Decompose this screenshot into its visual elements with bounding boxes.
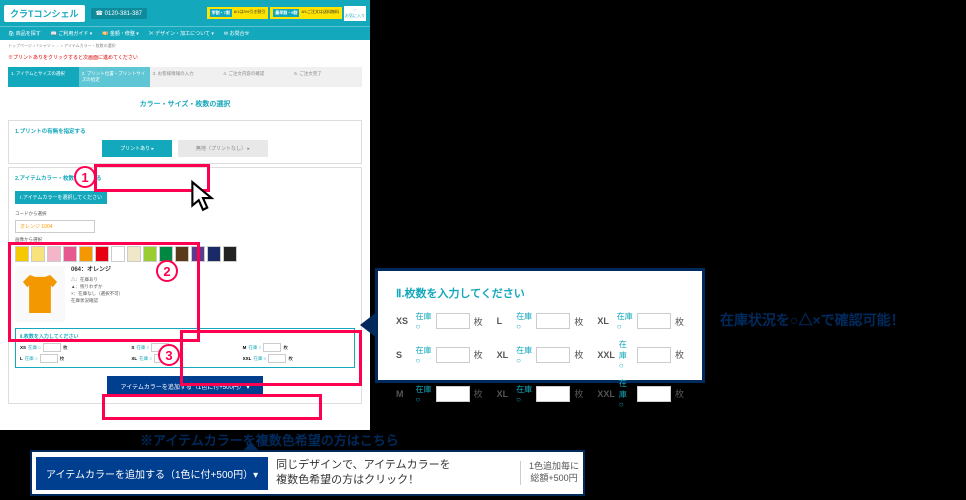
phone-badge: ☎ 0120-381-387 xyxy=(91,8,148,19)
product-preview: 064：オレンジ △：在庫あり ▲：残りわずか ×：在庫なし（選択不可） 在庫状… xyxy=(15,266,355,322)
nav-price[interactable]: 💴 金額・修整 ▾ xyxy=(102,30,139,37)
nav-guide[interactable]: 📖 ご利用ガイド ▾ xyxy=(51,30,93,37)
callout-arrow-icon xyxy=(360,311,378,339)
color-code-select[interactable]: オレンジ 1004 xyxy=(15,220,95,233)
qty-input[interactable] xyxy=(43,343,61,352)
color-swatch[interactable] xyxy=(63,246,77,262)
qty-cell: M 在庫 ○ 枚 xyxy=(243,343,350,352)
callout-qty-cell: XL在庫 ○枚 xyxy=(497,339,584,370)
qty-cell: XL 在庫 ○ 枚 xyxy=(131,354,238,363)
color-qty-box: 2.アイテムカラー・枚数を入力する Ⅰ.アイテムカラーを選択してください コード… xyxy=(8,167,362,404)
color-swatch[interactable] xyxy=(175,246,189,262)
favorites-button[interactable]: ♡お気に入り xyxy=(344,6,366,21)
callout-qty-zoom: Ⅱ.枚数を入力してください XS在庫 ○枚 L在庫 ○枚 XL在庫 ○枚 S在庫 ○枚… xyxy=(375,268,705,383)
qty-cell: XS 在庫 ○ 枚 xyxy=(20,343,127,352)
callout-qty-input[interactable] xyxy=(536,313,570,329)
color-swatch[interactable] xyxy=(47,246,61,262)
wizard-steps: 1. アイテムとサイズの選択 2. プリント位置・プリントサイズの指定 3. お… xyxy=(0,63,370,91)
product-info: 064：オレンジ △：在庫あり ▲：残りわずか ×：在庫なし（選択不可） 在庫状… xyxy=(71,266,123,322)
annotation-circle-1: 1 xyxy=(74,166,96,188)
header: クラTコンシェル ☎ 0120-381-387 学割・7割8/1は3%引き割引 … xyxy=(0,0,370,26)
callout-qty-input[interactable] xyxy=(536,347,570,363)
callout2-arrow-icon xyxy=(242,442,260,452)
logo[interactable]: クラTコンシェル xyxy=(4,5,85,22)
visual-select-label: 画像から選択 xyxy=(15,237,355,243)
promo-badges: 学割・7割8/1は3%引き割引 最早割・9割8/1ご注文は送料無料 xyxy=(207,7,342,19)
color-swatch[interactable] xyxy=(111,246,125,262)
step-1[interactable]: 1. アイテムとサイズの選択 xyxy=(8,67,79,87)
nav-design[interactable]: ✂ デザイン・加工について ▾ xyxy=(149,30,214,37)
section-title: カラー・サイズ・枚数の選択 xyxy=(0,91,370,117)
callout-qty-cell: XL在庫 ○枚 xyxy=(597,311,684,331)
callout-qty-input[interactable] xyxy=(536,386,570,402)
nav-products[interactable]: 🛍 商品を探す xyxy=(8,30,41,37)
add-color-button[interactable]: アイテムカラーを追加する（1色に付+500円） ▾ xyxy=(107,376,264,397)
callout-qty-cell: L在庫 ○枚 xyxy=(497,311,584,331)
nav-contact[interactable]: ✉ お問合せ xyxy=(224,30,250,37)
color-swatch[interactable] xyxy=(79,246,93,262)
color-swatch[interactable] xyxy=(143,246,157,262)
callout-qty-input[interactable] xyxy=(637,386,671,402)
tshirt-icon xyxy=(23,275,57,313)
callout-add-color: アイテムカラーを追加する（1色に付+500円）▾ 同じデザインで、アイテムカラー… xyxy=(30,450,585,496)
print-yes-button[interactable]: プリントあり ▸ xyxy=(102,140,172,157)
sub-color-heading: Ⅰ.アイテムカラーを選択してください xyxy=(15,191,107,204)
qty-cell: XXL 在庫 ○ 枚 xyxy=(243,354,350,363)
qty-input[interactable] xyxy=(268,354,286,363)
qty-cell: L 在庫 ○ 枚 xyxy=(20,354,127,363)
annotation-circle-3: 3 xyxy=(158,344,180,366)
callout-qty-input[interactable] xyxy=(637,313,671,329)
callout2-text: 同じデザインで、アイテムカラーを複数色希望の方はクリック！ xyxy=(276,458,520,488)
global-nav: 🛍 商品を探す 📖 ご利用ガイド ▾ 💴 金額・修整 ▾ ✂ デザイン・加工につ… xyxy=(0,26,370,40)
step-5[interactable]: 5. ご注文完了 xyxy=(291,67,362,87)
badge-2: 最早割・9割8/1ご注文は送料無料 xyxy=(270,7,342,19)
qty-cell: S 在庫 ○ 枚 xyxy=(131,343,238,352)
callout1-grid: XS在庫 ○枚 L在庫 ○枚 XL在庫 ○枚 S在庫 ○枚 XL在庫 ○枚 XXL在庫 ○… xyxy=(396,311,684,409)
qty-box: Ⅱ.枚数を入力してください XS 在庫 ○ 枚 S 在庫 ○ 枚 M 在庫 ○ 枚 L… xyxy=(15,328,355,368)
callout-qty-cell: XXL在庫 ○枚 xyxy=(597,339,684,370)
annotation-circle-2: 2 xyxy=(156,260,178,282)
callout-qty-cell: M在庫 ○枚 xyxy=(396,378,483,409)
color-swatch[interactable] xyxy=(207,246,221,262)
side-caption: 在庫状況を○△×で確認可能！ xyxy=(720,310,905,330)
box2-heading: 2.アイテムカラー・枚数を入力する xyxy=(15,174,355,182)
callout-qty-cell: XS在庫 ○枚 xyxy=(396,311,483,331)
product-name: 064：オレンジ xyxy=(71,266,123,276)
callout-qty-cell: XL在庫 ○枚 xyxy=(497,378,584,409)
color-swatch[interactable] xyxy=(223,246,237,262)
callout-qty-cell: S在庫 ○枚 xyxy=(396,339,483,370)
color-swatch[interactable] xyxy=(127,246,141,262)
callout2-price: 1色追加毎に総額+500円 xyxy=(520,461,579,484)
qty-input[interactable] xyxy=(263,343,281,352)
print-option-box: 1.プリントの有無を指定する プリントあり ▸ 無地（プリントなし） ▸ xyxy=(8,120,362,164)
callout-qty-input[interactable] xyxy=(436,313,470,329)
step-3[interactable]: 3. お客様情報の入力 xyxy=(150,67,221,87)
callout-qty-input[interactable] xyxy=(637,347,671,363)
callout-qty-input[interactable] xyxy=(436,386,470,402)
product-image xyxy=(15,266,65,322)
code-select-label: コードから選択 xyxy=(15,211,355,217)
callout-qty-input[interactable] xyxy=(436,347,470,363)
breadcrumb: トップページ > Tシャツ > … > アイテムカラー・枚数の選択 xyxy=(0,40,370,52)
color-swatch[interactable] xyxy=(191,246,205,262)
app-screenshot: クラTコンシェル ☎ 0120-381-387 学割・7割8/1は3%引き割引 … xyxy=(0,0,370,430)
badge-1: 学割・7割8/1は3%引き割引 xyxy=(207,7,269,19)
color-swatch[interactable] xyxy=(95,246,109,262)
step-4[interactable]: 4. ご注文内容の確認 xyxy=(220,67,291,87)
qty-grid: XS 在庫 ○ 枚 S 在庫 ○ 枚 M 在庫 ○ 枚 L 在庫 ○ 枚 XL 在庫 ○… xyxy=(20,343,350,363)
swatch-row xyxy=(15,246,355,262)
print-no-button[interactable]: 無地（プリントなし） ▸ xyxy=(178,140,268,157)
instruction-note: ※プリントありをクリックすると次画面に進めてください xyxy=(0,52,370,63)
cursor-icon xyxy=(190,180,216,214)
footer-note: ※アイテムカラーを複数色希望の方はこちら xyxy=(140,430,399,449)
qty-input[interactable] xyxy=(40,354,58,363)
callout-qty-cell: XXL在庫 ○枚 xyxy=(597,378,684,409)
box1-heading: 1.プリントの有無を指定する xyxy=(15,127,355,135)
callout1-heading: Ⅱ.枚数を入力してください xyxy=(396,285,684,301)
qty-heading: Ⅱ.枚数を入力してください xyxy=(20,333,350,340)
step-2[interactable]: 2. プリント位置・プリントサイズの指定 xyxy=(79,67,150,87)
callout2-button[interactable]: アイテムカラーを追加する（1色に付+500円）▾ xyxy=(36,457,268,490)
color-swatch[interactable] xyxy=(31,246,45,262)
color-swatch[interactable] xyxy=(15,246,29,262)
